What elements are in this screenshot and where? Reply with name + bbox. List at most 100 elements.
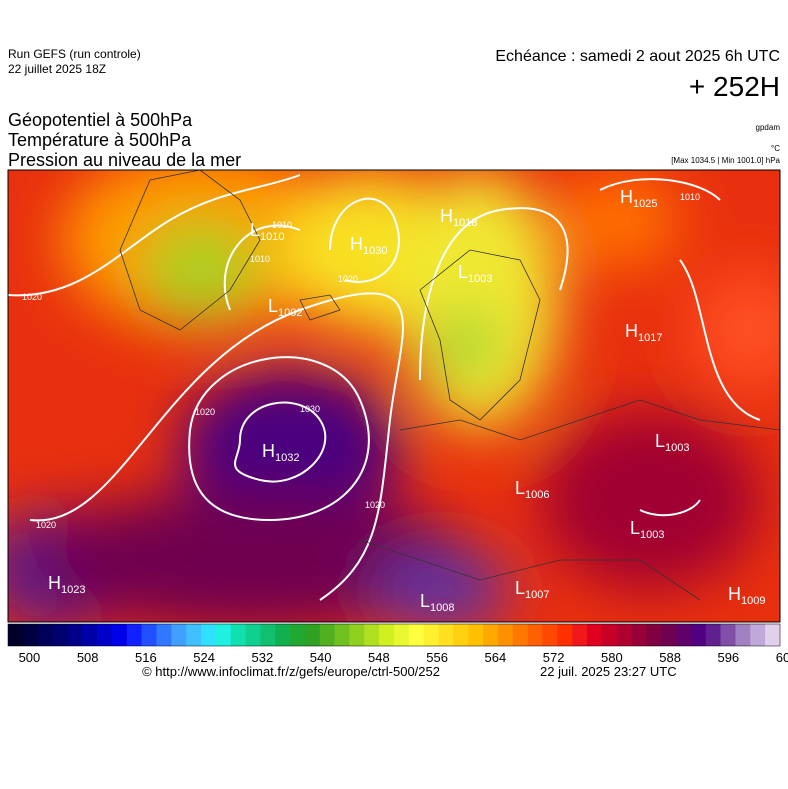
colorbar-tick-label: 508 [77,650,99,665]
center-value: 1007 [525,589,549,601]
center-value: 1030 [363,245,387,257]
colorbar-swatch [394,624,410,646]
pressure-center: L1010 [250,220,285,243]
colorbar-swatch [319,624,335,646]
colorbar-swatch [8,624,24,646]
center-value: 1003 [468,273,492,285]
colorbar-swatch [646,624,662,646]
colorbar-tick-label: 596 [717,650,739,665]
contour-label: 1020 [36,520,56,530]
center-value: 1018 [453,217,477,229]
colorbar-swatch [126,624,142,646]
colorbar-swatch [349,624,365,646]
colorbar-swatch [304,624,321,646]
colorbar-swatch [735,624,751,646]
pressure-center: L1003 [458,262,493,285]
pressure-center: H1018 [440,206,477,229]
colorbar-swatch [52,624,68,646]
center-value: 1009 [741,595,765,607]
colorbar-swatch [290,624,306,646]
colorbar-swatch [438,624,454,646]
colorbar-swatch [601,624,617,646]
colorbar-swatch [512,624,528,646]
colorbar-tick-label: 516 [135,650,157,665]
colorbar-swatch [705,624,721,646]
colorbar-swatch [542,624,558,646]
colorbar-swatch [483,624,499,646]
pressure-center: H1032 [262,441,299,464]
center-letter: L [268,296,278,316]
pressure-center: H1009 [728,584,765,607]
colorbar-frame [7,623,781,647]
colorbar-swatch [468,624,484,646]
contour-label: 1020 [365,500,385,510]
minmax: [Max 1034.5 | Min 1001.0] hPa [671,156,780,165]
center-letter: L [630,518,640,538]
colorbar-swatch [260,624,276,646]
colorbar-swatch [111,624,128,646]
center-value: 1003 [640,529,664,541]
colorbar-swatch [156,624,172,646]
lead: + 252H [689,71,780,102]
colorbar-swatch [720,624,736,646]
pressure-center: L1006 [515,478,550,501]
center-letter: H [440,206,453,226]
colorbar-swatch [661,624,677,646]
colorbar-swatch [245,624,261,646]
contour-label: 1010 [250,254,270,264]
unit: gpdam [756,123,781,132]
center-value: 1003 [665,442,689,454]
contour-label: 1020 [22,292,42,302]
run: Run GEFS (run controle) [8,47,141,61]
colorbar-swatch [497,624,514,646]
center-value: 1006 [525,489,549,501]
center-letter: H [625,321,638,341]
colorbar-swatch [453,624,469,646]
stamp: 22 juil. 2025 23:27 UTC [540,664,677,679]
run-date: 22 juillet 2025 18Z [8,62,106,76]
center-value: 1023 [61,584,85,596]
contour-label: 1010 [272,220,292,230]
contour-label: 1010 [680,192,700,202]
colorbar-swatch [364,624,380,646]
valid: Echéance : samedi 2 aout 2025 6h UTC [495,48,780,65]
center-letter: H [350,234,363,254]
url: © http://www.infoclimat.fr/z/gefs/europe… [142,664,440,679]
colorbar-swatch [230,624,246,646]
colorbar-tick-label: 540 [310,650,332,665]
center-letter: L [515,478,525,498]
map [8,170,780,622]
colorbar-swatch [141,624,157,646]
field: Pression au niveau de la mer [8,150,241,170]
colorbar-tick-label: 532 [252,650,274,665]
colorbar-swatch [37,624,53,646]
colorbar-swatch [97,624,113,646]
center-value: 1025 [633,198,657,210]
colorbar-tick-label: 548 [368,650,390,665]
center-value: 1010 [260,231,284,243]
colorbar-swatch [82,624,98,646]
colorbar-swatch [750,624,766,646]
pressure-center: H1030 [350,234,387,257]
colorbar-swatch [616,624,632,646]
pressure-center: L1007 [515,578,550,601]
center-letter: L [458,262,468,282]
center-value: 1002 [278,307,302,319]
colorbar-swatch [423,624,439,646]
pressure-center: H1025 [620,187,657,210]
colorbar-swatch [171,624,187,646]
center-letter: H [728,584,741,604]
center-value: 1032 [275,452,299,464]
map-frame [7,169,781,623]
colorbar-tick-label: 564 [485,650,507,665]
colorbar-swatch [557,624,573,646]
colorbar-swatch [215,624,231,646]
colorbar-tick-label: 500 [19,650,41,665]
contour-label: 1020 [338,274,358,284]
pressure-center: H1023 [48,573,85,596]
center-letter: L [250,220,260,240]
center-letter: H [262,441,275,461]
colorbar-swatch [201,624,217,646]
colorbar-swatch [631,624,647,646]
